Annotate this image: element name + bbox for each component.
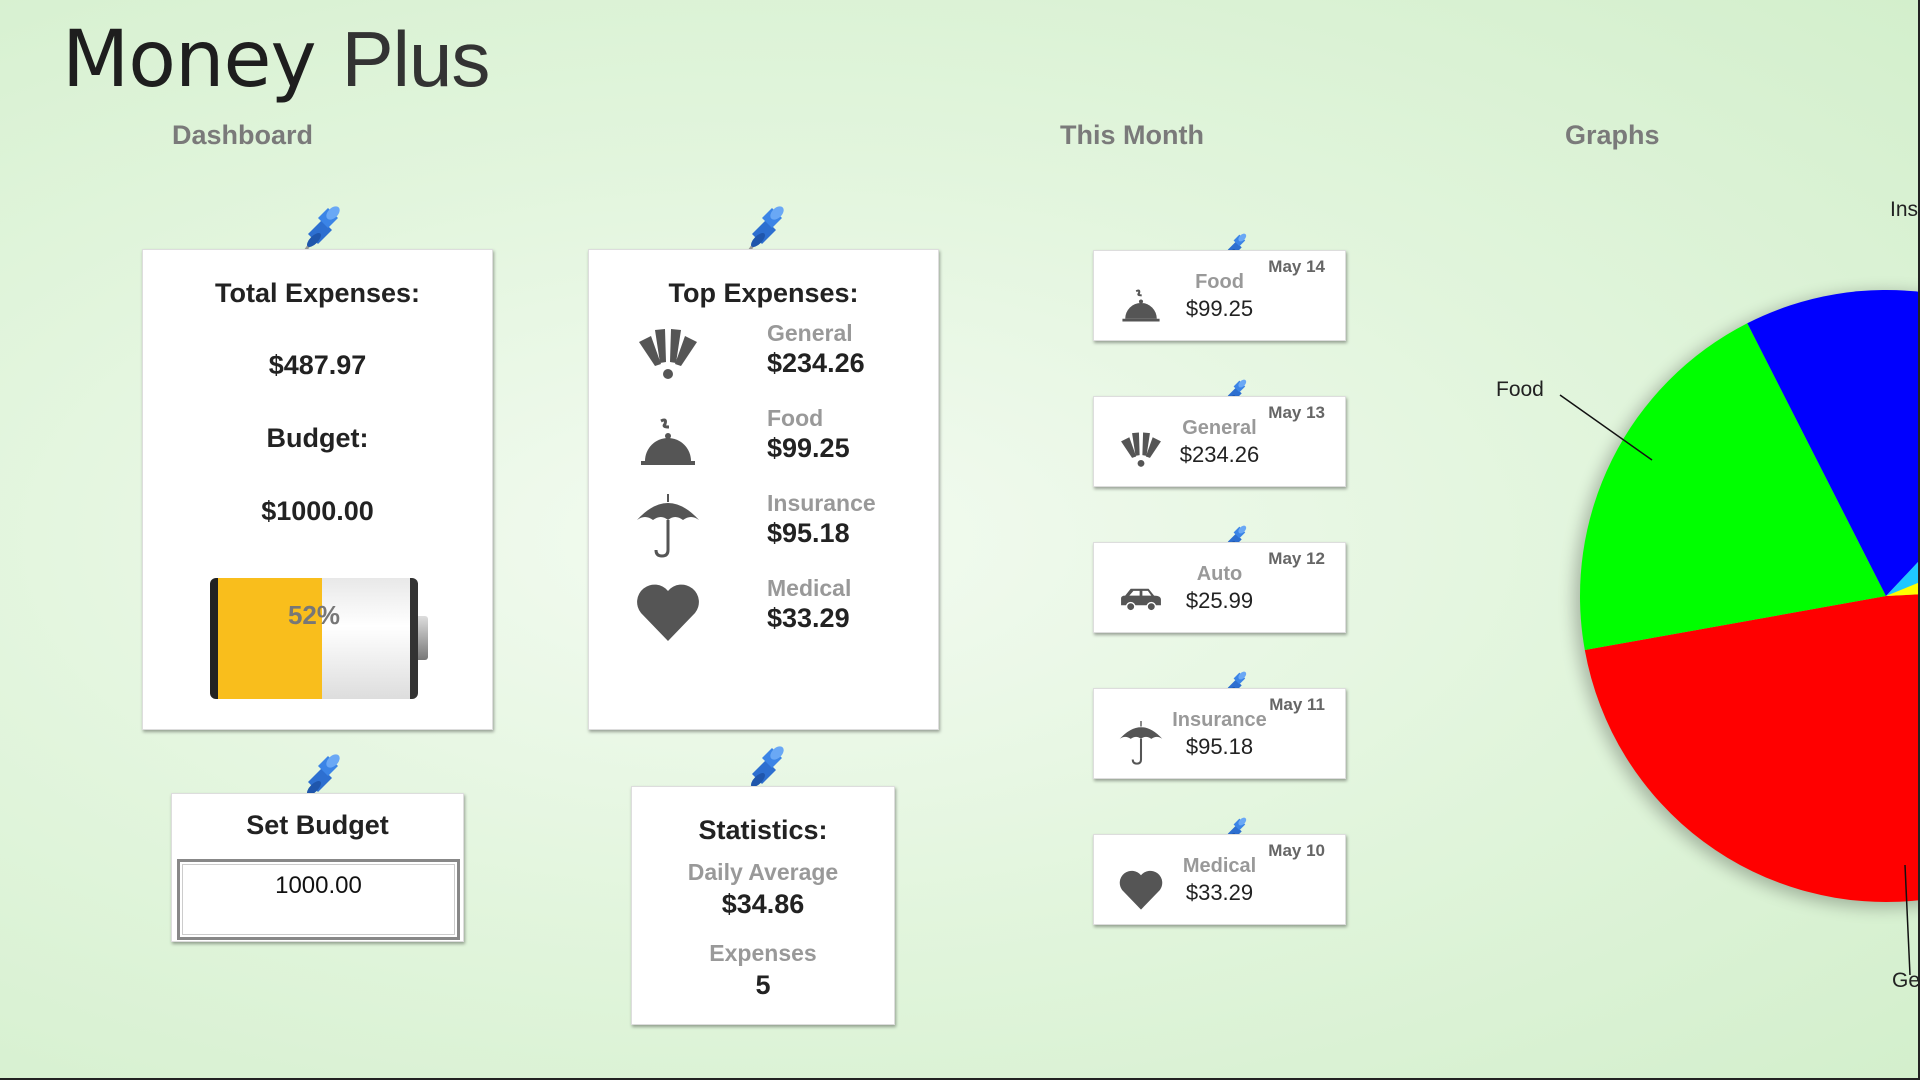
expenses-count-value: 5 [755, 970, 771, 1000]
daily-average-value: $34.86 [721, 889, 805, 919]
expense-category: Auto [1196, 563, 1243, 585]
category-label: Medical [767, 575, 852, 601]
section-this-month: This Month [1060, 120, 1204, 150]
expense-date: May 10 [1268, 841, 1325, 860]
app-title-main: Money [62, 15, 317, 105]
top-expense-item[interactable]: General $234.26 [629, 320, 929, 400]
month-expense-card[interactable]: May 13 General $234.26 [1093, 396, 1346, 487]
pie-leader-line [1904, 864, 1911, 976]
expense-category: General [1182, 417, 1257, 439]
category-label: Food [767, 405, 824, 431]
expense-amount: $25.99 [1185, 588, 1254, 613]
pie-slice-medical [1886, 559, 1920, 596]
total-expenses-label: Total Expenses: [214, 278, 421, 308]
app-title: Money Plus [62, 14, 491, 105]
top-expense-item[interactable]: Medical $33.29 [629, 575, 929, 655]
month-expense-card[interactable]: May 10 Medical $33.29 [1093, 834, 1346, 925]
set-budget-card: Set Budget 1000.00 [171, 793, 464, 942]
top-expense-item[interactable]: Food $99.25 [629, 405, 929, 485]
battery-fill [218, 578, 322, 699]
section-dashboard: Dashboard [172, 120, 314, 150]
pie-slice-general [1584, 594, 1920, 902]
budget-label: Budget: [266, 423, 369, 453]
pie-slice-insurance [1747, 289, 1920, 596]
expense-date: May 14 [1268, 257, 1325, 276]
budget-value: $1000.00 [261, 496, 374, 526]
amount-value: $33.29 [767, 603, 850, 633]
budget-battery-gauge: 52% [210, 578, 428, 699]
expense-amount: $234.26 [1179, 442, 1260, 467]
statistics-title: Statistics: [698, 815, 828, 845]
expense-category: Insurance [1172, 709, 1267, 731]
pie-label-insurance: Ins [1890, 198, 1918, 221]
top-expense-item[interactable]: Insurance $95.18 [629, 490, 929, 570]
section-graphs: Graphs [1565, 120, 1660, 150]
amount-value: $234.26 [767, 348, 865, 378]
top-expenses-title: Top Expenses: [668, 278, 859, 308]
month-expense-card[interactable]: May 11 Insurance $95.18 [1093, 688, 1346, 779]
pie-slice-auto [1886, 582, 1920, 596]
expenses-count-label: Expenses [709, 940, 817, 966]
set-budget-title: Set Budget [246, 810, 389, 840]
battery-percent-label: 52% [287, 600, 341, 630]
amount-value: $95.18 [767, 518, 850, 548]
pie-leader-line [1559, 394, 1653, 461]
expense-amount: $33.29 [1185, 880, 1254, 905]
category-label: Insurance [767, 490, 876, 516]
category-label: General [767, 320, 853, 346]
amount-value: $99.25 [767, 433, 850, 463]
expense-amount: $99.25 [1185, 296, 1254, 321]
top-expenses-card: Top Expenses: General $234.26 Food $99.25 … [588, 249, 939, 730]
month-expense-card[interactable]: May 14 Food $99.25 [1093, 250, 1346, 341]
daily-average-label: Daily Average [687, 859, 839, 885]
expense-date: May 12 [1268, 549, 1325, 568]
expense-category: Medical [1182, 855, 1257, 877]
month-expense-card[interactable]: May 12 Auto $25.99 [1093, 542, 1346, 633]
expense-amount: $95.18 [1185, 734, 1254, 759]
budget-input[interactable]: 1000.00 [177, 859, 460, 940]
pie-slice-food [1580, 323, 1886, 651]
pie-label-food: Food [1496, 378, 1544, 401]
expense-date: May 11 [1269, 695, 1325, 714]
expense-category: Food [1195, 271, 1244, 293]
pie-label-general: Gen [1892, 969, 1920, 992]
total-expenses-card: Total Expenses: $487.97 Budget: $1000.00… [142, 249, 493, 730]
expense-date: May 13 [1268, 403, 1325, 422]
app-title-sub: Plus [341, 15, 491, 103]
statistics-card: Statistics: Daily Average $34.86 Expense… [631, 786, 895, 1025]
total-expenses-value: $487.97 [268, 350, 367, 380]
